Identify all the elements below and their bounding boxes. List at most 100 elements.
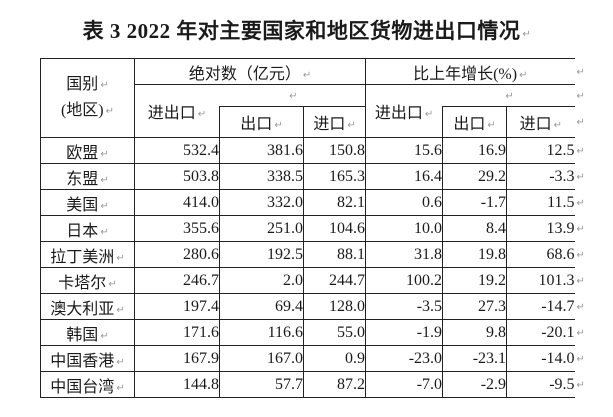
value-cell: 87.2 <box>302 371 366 398</box>
country-name-cell: 美国 ↵ <box>40 189 135 216</box>
table-title: 表 3 2022 年对主要国家和地区货物进出口情况 ↵ <box>40 16 574 50</box>
value-text: -23.0 <box>408 349 443 367</box>
value-cell: 8.4 <box>442 215 507 242</box>
country-name-cell: 澳大利亚 ↵ <box>40 293 135 320</box>
value-cell: 19.2 <box>442 267 507 294</box>
value-cell: 68.6 <box>506 241 575 268</box>
value-cell: 165.3 <box>302 163 366 190</box>
value-cell: 0.6 <box>365 189 443 216</box>
value-cell: -1.9 <box>365 319 443 346</box>
table-row: 中国香港 ↵ 167.9 167.0 0.9 -23.0 -23.1 -14.0 ↵ <box>40 345 599 372</box>
value-text: 355.6 <box>183 219 219 237</box>
row-end-mark-cell: ↵ <box>575 242 599 268</box>
value-cell: 31.8 <box>365 241 443 268</box>
country-name-cell: 拉丁美洲 ↵ <box>40 241 135 268</box>
country-name: 东盟 <box>66 170 99 188</box>
table-row: 东盟 ↵ 503.8 338.5 165.3 16.4 29.2 -3.3 ↵ <box>40 163 599 190</box>
subheader-total-absolute-text: 进出口 <box>147 105 196 122</box>
country-name: 澳大利亚 <box>50 300 115 318</box>
value-cell: 82.1 <box>302 189 366 216</box>
value-cell: 244.7 <box>302 267 366 294</box>
value-text: 165.3 <box>329 167 366 185</box>
pilcrow-mark: ↵ <box>487 120 496 131</box>
value-text: 197.4 <box>183 297 219 315</box>
pilcrow-mark: ↵ <box>576 301 585 313</box>
corner-header-line1: 国别 ↵ <box>41 72 134 98</box>
value-text: 55.0 <box>337 323 366 341</box>
value-text: 11.5 <box>547 193 575 211</box>
value-text: 167.9 <box>183 349 219 367</box>
country-name: 美国 <box>66 196 99 214</box>
value-text: 381.6 <box>267 141 303 159</box>
value-text: 532.4 <box>183 141 219 159</box>
row-end-mark-cell: ↵ <box>575 216 599 242</box>
subheader-import-absolute: 进口 ↵ <box>302 106 366 138</box>
country-name-cell: 卡塔尔 ↵ <box>40 267 135 294</box>
subheader-import-absolute-text: 进口 <box>313 116 346 133</box>
country-name-cell: 中国香港 ↵ <box>40 345 135 372</box>
value-cell: 338.5 <box>219 163 304 190</box>
value-text: 338.5 <box>267 167 303 185</box>
value-text: -7.0 <box>416 375 443 393</box>
value-text: 503.8 <box>183 167 219 185</box>
country-name: 中国台湾 <box>50 378 115 396</box>
value-cell: 144.8 <box>134 371 220 398</box>
table-row: 拉丁美洲 ↵ 280.6 192.5 88.1 31.8 19.8 68.6 ↵ <box>40 241 599 268</box>
country-name-cell: 欧盟 ↵ <box>40 137 135 164</box>
subheader-total-growth-text: 进出口 <box>374 105 423 122</box>
value-text: 171.6 <box>183 323 219 341</box>
value-cell: 167.9 <box>134 345 220 372</box>
value-text: 128.0 <box>329 297 366 315</box>
group-header-growth-text: 比上年增长(%) <box>413 65 518 83</box>
value-cell: 503.8 <box>134 163 220 190</box>
value-text: 82.1 <box>337 193 366 211</box>
pilcrow-mark: ↵ <box>100 330 109 342</box>
value-cell: 116.6 <box>219 319 304 346</box>
row-end-mark-cell: ↵ <box>575 268 599 294</box>
value-cell: -23.0 <box>365 345 443 372</box>
value-cell: -9.5 <box>506 371 575 398</box>
group-header-growth: 比上年增长(%) ↵ <box>365 58 575 85</box>
value-cell: -20.1 <box>506 319 575 346</box>
table-body: 欧盟 ↵ 532.4 381.6 150.8 15.6 16.9 12.5 ↵ 东盟 ↵ 503.8 3… <box>40 137 599 398</box>
value-cell: 150.8 <box>302 137 366 164</box>
row-end-mark-cell: ↵ <box>575 59 599 85</box>
corner-header-text2: (地区) <box>60 102 104 119</box>
value-text: 31.8 <box>414 245 443 263</box>
value-text: 88.1 <box>337 245 366 263</box>
value-cell: 19.8 <box>442 241 507 268</box>
pilcrow-mark: ↵ <box>576 90 585 102</box>
value-text: 167.0 <box>267 349 303 367</box>
table-title-text: 表 3 2022 年对主要国家和地区货物进出口情况 <box>82 19 521 43</box>
pilcrow-mark: ↵ <box>100 200 109 212</box>
value-cell: 2.0 <box>219 267 304 294</box>
pilcrow-mark: ↵ <box>576 223 585 235</box>
pilcrow-mark: ↵ <box>100 174 109 186</box>
value-cell: 10.0 <box>365 215 443 242</box>
value-cell: -3.5 <box>365 293 443 320</box>
corner-header-line2: (地区) ↵ <box>41 98 134 124</box>
pilcrow-mark: ↵ <box>576 379 585 391</box>
value-text: 8.4 <box>486 219 507 237</box>
value-text: -14.0 <box>541 349 575 367</box>
subheader-import-growth-text: 进口 <box>519 116 552 133</box>
value-cell: 355.6 <box>134 215 220 242</box>
value-text: 101.3 <box>538 271 575 289</box>
value-cell: 0.9 <box>302 345 366 372</box>
pilcrow-mark: ↵ <box>576 249 585 261</box>
row-end-mark-cell: ↵ <box>575 85 599 107</box>
value-cell: 16.4 <box>365 163 443 190</box>
value-cell: 57.7 <box>219 371 304 398</box>
empty-strip-absolute: ↵ <box>219 84 366 107</box>
import-export-table: 国别 ↵ (地区) ↵ 绝对数（亿元） ↵ 比上年增长(%) ↵ ↵ <box>40 58 599 398</box>
value-cell: -14.0 <box>506 345 575 372</box>
subheader-export-absolute: 出口 ↵ <box>219 106 304 138</box>
value-cell: 13.9 <box>506 215 575 242</box>
value-text: 12.5 <box>546 141 575 159</box>
table-row: 澳大利亚 ↵ 197.4 69.4 128.0 -3.5 27.3 -14.7 ↵ <box>40 293 599 320</box>
value-cell: 192.5 <box>219 241 304 268</box>
pilcrow-mark: ↵ <box>553 120 562 131</box>
value-cell: -23.1 <box>442 345 507 372</box>
subheader-total-growth: 进出口 ↵ <box>365 84 443 138</box>
table-row: 美国 ↵ 414.0 332.0 82.1 0.6 -1.7 11.5 ↵ <box>40 189 599 216</box>
